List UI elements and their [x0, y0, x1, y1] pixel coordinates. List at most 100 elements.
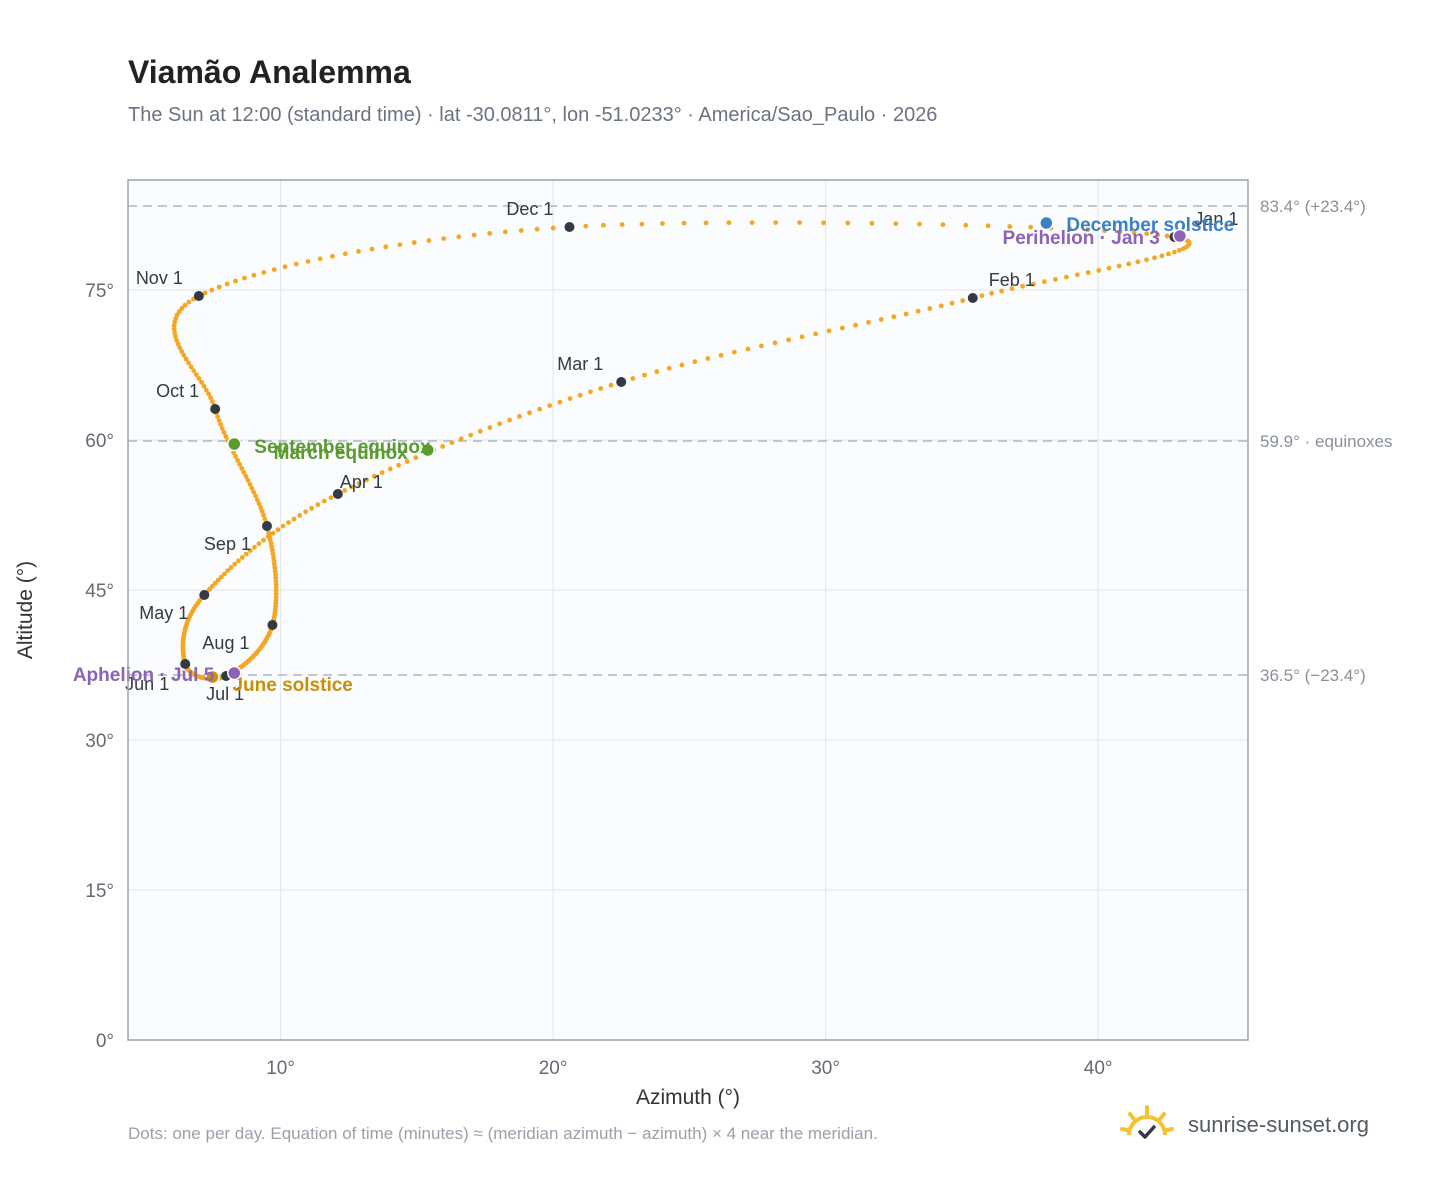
day-dot — [797, 220, 802, 226]
day-dot — [507, 417, 512, 423]
day-dot — [1042, 279, 1047, 285]
month-marker — [267, 620, 278, 630]
day-dot — [193, 372, 199, 377]
day-dot — [186, 299, 192, 305]
day-dot — [1102, 228, 1107, 234]
day-dot — [1166, 251, 1171, 257]
day-dot — [985, 223, 991, 229]
month-marker — [199, 590, 210, 600]
day-dot — [242, 275, 247, 281]
month-markers: Jan 1 Feb 1 Mar 1 Apr 1 May 1 Jun 1 Jul 1 Aug 1… — [125, 199, 1238, 704]
month-marker — [193, 291, 204, 301]
day-dot — [537, 406, 542, 412]
day-dot — [252, 544, 257, 550]
day-dot — [449, 440, 455, 445]
day-dot — [917, 221, 922, 227]
day-dot — [261, 537, 266, 543]
day-dot — [1067, 226, 1073, 232]
day-dot — [253, 493, 258, 499]
day-dot — [550, 225, 556, 231]
day-dot — [891, 314, 897, 320]
reference-line-label: 36.5° (−23.4°) — [1260, 666, 1366, 685]
day-dot — [364, 477, 369, 483]
month-label: Dec 1 — [506, 199, 553, 219]
day-dot — [210, 399, 215, 404]
day-dot — [588, 389, 593, 395]
day-dot — [349, 484, 355, 490]
sun-check-icon — [1120, 1105, 1174, 1139]
day-dot — [342, 488, 348, 493]
day-dot — [915, 308, 921, 314]
day-dot — [232, 561, 238, 567]
day-dot — [371, 473, 377, 479]
axis-ticks: 10° 20° 30° 40° 0° 15° 30° 45° 60° 75° — [85, 281, 1112, 1079]
day-dot — [297, 513, 303, 518]
day-dot — [221, 430, 227, 435]
day-dot — [642, 372, 647, 378]
day-dot — [1007, 224, 1013, 229]
day-dot — [239, 555, 245, 560]
event-label: Perihelion · Jan 3 — [1003, 228, 1160, 249]
chart-title: Viamão Analemma — [128, 54, 411, 90]
day-dot — [1116, 263, 1122, 269]
day-dot — [567, 396, 573, 401]
day-dot — [598, 386, 604, 391]
day-dot — [330, 253, 335, 259]
day-dot — [813, 331, 818, 337]
day-dot — [534, 226, 540, 232]
reference-line-label: 83.4° (+23.4°) — [1260, 197, 1366, 216]
day-dot — [235, 458, 241, 463]
day-dot — [1155, 232, 1161, 238]
day-dot — [212, 580, 218, 586]
day-dot — [173, 334, 178, 339]
brand-logo[interactable]: sunrise-sunset.org — [1120, 1100, 1369, 1150]
day-dot — [1152, 255, 1157, 261]
day-dot — [1126, 261, 1132, 267]
x-tick-label: 40° — [1084, 1058, 1113, 1079]
day-dot — [799, 334, 805, 340]
day-dot — [745, 346, 751, 352]
day-dot — [291, 516, 297, 522]
day-dot — [396, 462, 401, 468]
day-dot — [869, 220, 875, 226]
day-dot — [839, 325, 845, 331]
day-dot — [249, 485, 255, 491]
day-dot — [179, 349, 185, 354]
event-label: June solstice — [232, 675, 352, 696]
day-dot — [938, 303, 944, 309]
day-dot — [383, 244, 389, 250]
day-dot — [660, 221, 665, 227]
day-dot — [619, 222, 625, 228]
day-dot — [639, 221, 645, 227]
day-dot — [216, 284, 222, 290]
day-dot — [196, 376, 202, 381]
day-dot — [666, 365, 672, 371]
month-label: Oct 1 — [156, 381, 199, 401]
day-dot — [203, 387, 209, 393]
event-label: Aphelion · Jul 5 — [73, 665, 215, 686]
month-label: Feb 1 — [989, 270, 1035, 290]
day-dot — [247, 481, 253, 487]
day-dot — [216, 418, 222, 423]
day-dot — [356, 481, 362, 486]
y-tick-label: 15° — [85, 881, 114, 902]
day-dot — [275, 527, 281, 533]
month-marker — [261, 521, 272, 531]
day-dot — [397, 242, 403, 248]
day-dot — [188, 364, 194, 370]
day-dot — [233, 278, 238, 284]
day-dot — [183, 356, 189, 362]
day-dot — [1031, 281, 1036, 287]
month-marker — [210, 404, 221, 414]
day-dot — [1176, 247, 1182, 253]
day-dot — [411, 240, 417, 245]
day-dot — [468, 432, 474, 438]
event-marker — [1172, 228, 1188, 244]
day-dot — [241, 470, 247, 475]
day-dot — [182, 302, 188, 308]
day-dot — [1144, 231, 1150, 237]
day-dot — [256, 501, 262, 507]
day-dot — [989, 290, 994, 296]
day-dot — [949, 300, 955, 306]
day-dot — [259, 508, 265, 514]
